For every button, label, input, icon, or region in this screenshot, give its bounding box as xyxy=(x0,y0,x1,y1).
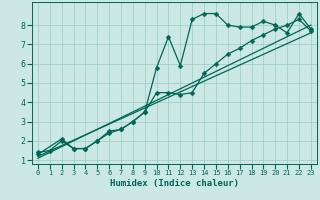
X-axis label: Humidex (Indice chaleur): Humidex (Indice chaleur) xyxy=(110,179,239,188)
